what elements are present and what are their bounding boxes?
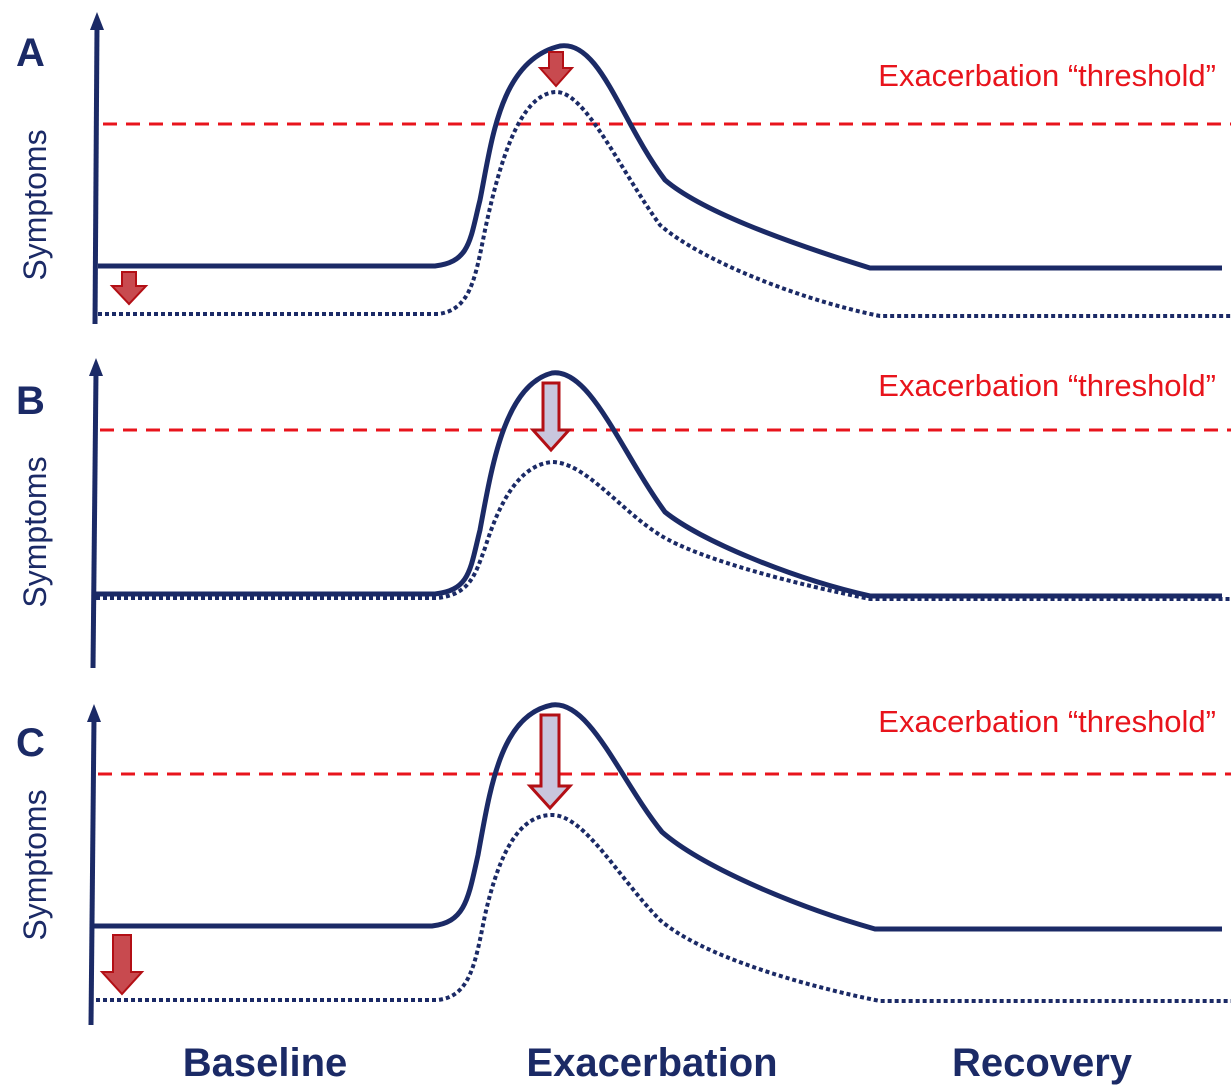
panel-c-y-axis-label: Symptoms [17, 789, 53, 940]
phase-labels: Baseline Exacerbation Recovery [183, 1041, 1133, 1085]
panel-c-letter: C [16, 721, 45, 765]
panel-b: B Symptoms Exacerbation “threshold” [16, 358, 1231, 669]
panel-a-y-axis-label: Symptoms [17, 129, 53, 280]
panel-b-y-axis [89, 358, 103, 669]
panel-b-peak-arrow [529, 381, 573, 453]
panel-b-solid-curve [96, 370, 1222, 599]
panel-c-dotted-curve [96, 812, 1231, 1003]
panel-b-y-axis-label: Symptoms [17, 456, 53, 607]
panel-b-letter: B [16, 379, 45, 423]
panel-b-threshold-label: Exacerbation “threshold” [878, 368, 1216, 403]
panel-c-y-axis [87, 704, 101, 1026]
panel-a-letter: A [16, 31, 45, 75]
phase-label-baseline: Baseline [183, 1041, 348, 1085]
panel-a-solid-curve [98, 43, 1222, 271]
panel-a-y-axis [90, 12, 104, 325]
panel-c: C Symptoms Exacerbation “threshold” [16, 702, 1231, 1026]
panel-a-peak-arrow [537, 51, 575, 88]
panel-a-dotted-curve [98, 89, 1231, 318]
panel-c-baseline-arrow [99, 934, 145, 996]
panel-c-threshold-label: Exacerbation “threshold” [878, 704, 1216, 739]
panel-c-solid-curve [92, 702, 1222, 932]
phase-label-recovery: Recovery [952, 1041, 1133, 1085]
panel-b-dotted-curve [96, 459, 1231, 601]
panel-a-baseline-arrow [109, 271, 149, 306]
panel-a-threshold-label: Exacerbation “threshold” [878, 58, 1216, 93]
panel-c-peak-arrow [526, 713, 574, 811]
phase-label-exacerbation: Exacerbation [526, 1041, 777, 1085]
panel-a: A Symptoms Exacerbation “threshold” [16, 12, 1231, 325]
